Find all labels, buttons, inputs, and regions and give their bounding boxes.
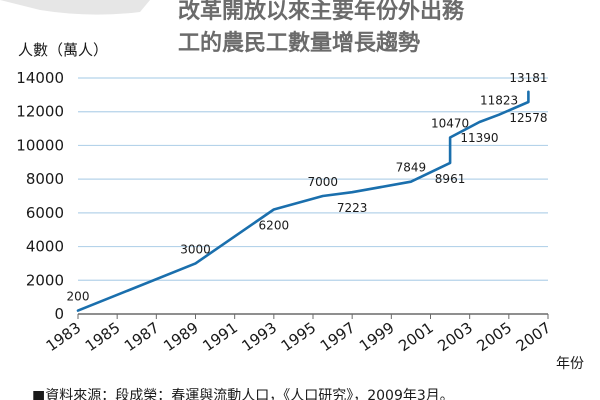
x-tick-label: 1999: [356, 319, 398, 356]
y-tick-label: 2000: [26, 271, 64, 289]
y-tick-labels: 0 2000 4000 6000 8000 10000 12000 14000: [16, 69, 64, 323]
data-label: 7000: [308, 175, 339, 189]
x-tick-label: 1983: [43, 319, 85, 356]
y-tick-label: 0: [54, 305, 64, 323]
y-axis-label: 人數（萬人）: [18, 41, 108, 59]
data-label: 12578: [509, 111, 547, 125]
data-label: 7849: [396, 161, 427, 175]
data-label: 3000: [180, 242, 211, 256]
y-tick-label: 8000: [26, 170, 64, 188]
x-tick-label: 2005: [474, 319, 516, 356]
x-tick-label: 2007: [513, 319, 555, 356]
y-tick-label: 10000: [16, 136, 64, 154]
y-tick-label: 6000: [26, 204, 64, 222]
x-tick-labels: 1983198519871989199119931995199719992001…: [43, 319, 555, 356]
chart-title: 改革開放以來主要年份外出務 工的農民工數量增長趨勢: [178, 0, 465, 56]
x-tick-label: 2001: [395, 319, 437, 356]
title-decoration-shape: [0, 0, 150, 15]
chart-title-line-1: 改革開放以來主要年份外出務: [178, 0, 465, 24]
data-label: 11823: [480, 94, 518, 108]
data-label: 8961: [435, 172, 466, 186]
data-label: 7223: [337, 201, 368, 215]
data-label: 13181: [509, 71, 547, 85]
x-tick-label: 1995: [278, 319, 320, 356]
source-note: ■資料來源：段成榮：春運與流動人口，《人口研究》，2009年3月。: [32, 388, 454, 400]
x-tick-label: 1987: [121, 319, 163, 356]
data-label: 200: [67, 290, 90, 304]
x-tick-label: 1997: [317, 319, 359, 356]
data-label: 11390: [460, 131, 498, 145]
data-label: 10470: [431, 117, 469, 131]
y-tick-label: 14000: [16, 69, 64, 87]
chart-title-line-2: 工的農民工數量增長趨勢: [178, 30, 420, 56]
x-axis-label: 年份: [556, 356, 584, 372]
x-tick-label: 1989: [160, 319, 202, 356]
y-tick-label: 12000: [16, 103, 64, 121]
data-label: 6200: [259, 218, 290, 232]
series-line: [76, 90, 530, 312]
x-tick-label: 1991: [199, 319, 241, 356]
x-tick-label: 2003: [434, 319, 476, 356]
x-tick-label: 1985: [82, 319, 124, 356]
grid-layer: [78, 77, 548, 281]
y-tick-label: 4000: [26, 238, 64, 256]
series-layer: [76, 90, 530, 312]
x-tick-label: 1993: [239, 319, 281, 356]
title-decoration: [0, 0, 150, 15]
axis-layer: [77, 313, 549, 319]
